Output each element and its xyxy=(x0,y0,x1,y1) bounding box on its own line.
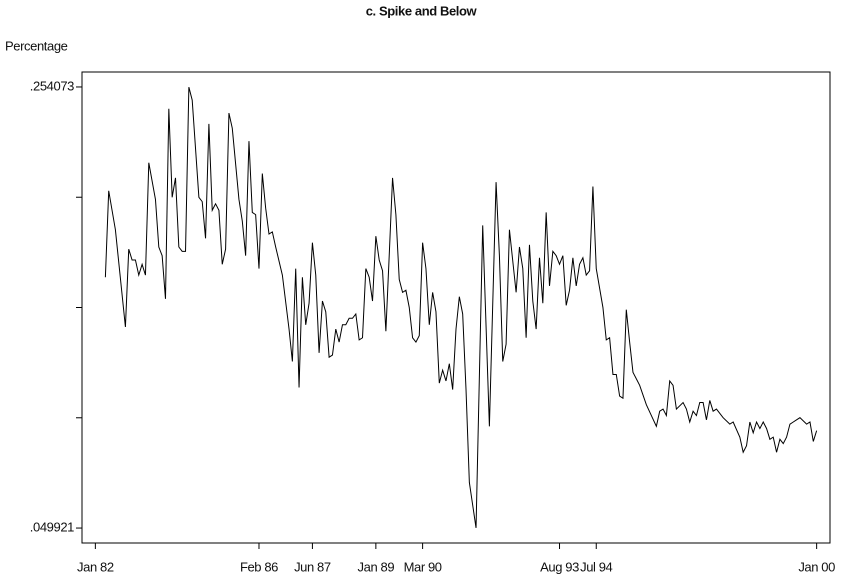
x-tick-label: Mar 90 xyxy=(404,559,442,574)
y-tick-label: .254073 xyxy=(30,78,74,93)
x-tick-label: Jan 00 xyxy=(798,559,835,574)
x-tick-label: Jun 87 xyxy=(294,559,331,574)
y-axis-label: Percentage xyxy=(5,38,68,53)
x-tick-label: Jul 94 xyxy=(580,559,612,574)
chart-title: c. Spike and Below xyxy=(366,3,478,18)
x-tick-label: Jan 89 xyxy=(358,559,395,574)
plot-frame xyxy=(81,71,831,544)
x-tick-label: Feb 86 xyxy=(240,559,278,574)
data-line xyxy=(104,86,818,528)
x-tick-label: Jan 82 xyxy=(77,559,114,574)
x-tick-label: Aug 93 xyxy=(540,559,579,574)
y-tick-label: .049921 xyxy=(30,519,74,534)
